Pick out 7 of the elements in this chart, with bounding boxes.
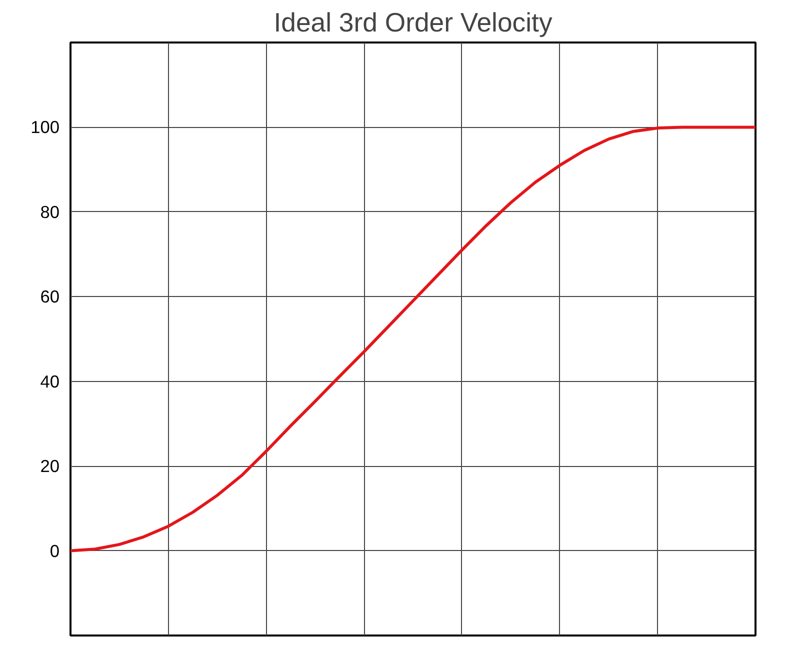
y-tick-label: 20: [40, 456, 60, 476]
y-tick-label: 80: [40, 202, 60, 222]
y-tick-label: 60: [40, 286, 60, 307]
y-tick-label: 100: [30, 117, 60, 138]
y-tick-label: 40: [40, 371, 60, 392]
y-tick-label: 0: [50, 540, 60, 561]
chart-title: Ideal 3rd Order Velocity: [274, 8, 553, 38]
